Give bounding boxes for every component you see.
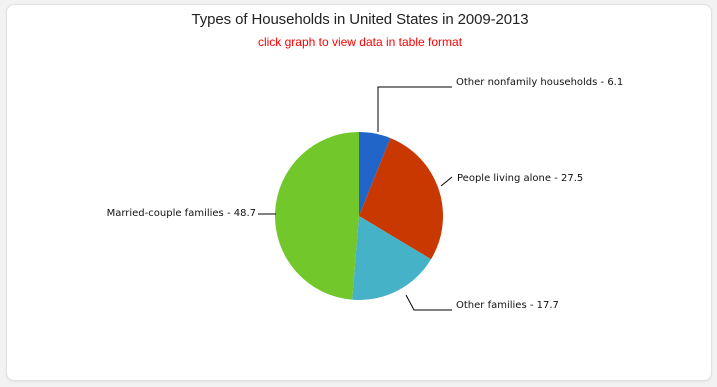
slice-label-people-living-alone: People living alone - 27.5 — [457, 173, 583, 184]
pie-slice-other-families[interactable] — [352, 216, 432, 300]
slice-label-married-couple-families: Married-couple families - 48.7 — [107, 208, 256, 219]
leader-line-other-nonfamily-households — [377, 86, 452, 132]
leader-line-people-living-alone — [440, 176, 453, 187]
pie-slice-married-couple-families[interactable] — [275, 132, 359, 300]
slice-label-other-nonfamily-households: Other nonfamily households - 6.1 — [456, 77, 623, 88]
view-table-link[interactable]: click graph to view data in table format — [257, 35, 463, 49]
pie-slice-other-nonfamily-households[interactable] — [359, 132, 391, 216]
chart-title: Types of Households in United States in … — [191, 11, 529, 28]
pie-slice-people-living-alone[interactable] — [359, 138, 443, 260]
leader-line-other-families — [405, 294, 452, 311]
slice-label-other-families: Other families - 17.7 — [456, 300, 559, 311]
